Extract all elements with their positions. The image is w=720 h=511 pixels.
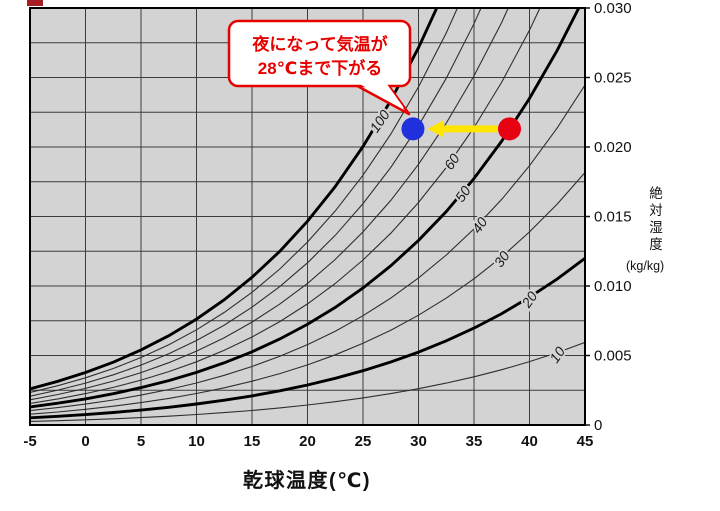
rh-curve-30 [30,172,585,415]
y-axis-title-char: 絶 [649,186,663,201]
x-tick-label: -5 [23,433,36,450]
y-tick-label: 0.030 [594,0,632,17]
day-point [498,117,522,141]
y-tick-label: 0.005 [594,348,632,365]
callout-box [227,19,412,88]
x-axis-title: 乾球温度(℃) [243,468,371,492]
x-tick-label: 35 [466,433,483,450]
y-tick-label: 0.020 [594,139,632,156]
rh-curve-90 [30,8,459,394]
arrow-head [427,120,444,138]
y-axis-title-char: 対 [649,203,663,218]
y-tick-label: 0 [594,417,602,434]
y-tick-label: 0.025 [594,70,632,87]
transition-arrow [427,120,498,138]
callout-tail-cover [352,80,404,108]
y-axis-ticks: 0.030 0.025 0.020 0.015 0.010 0.005 0 [585,0,632,434]
rh-curve-70 [30,8,509,401]
x-axis-ticks: -5 0 5 10 15 20 25 30 35 40 45 [23,433,593,450]
rh-curve-80 [30,8,482,397]
state-points [401,117,522,141]
night-point [401,117,425,141]
x-tick-label: 40 [521,433,538,450]
cropped-marker-fragment [27,0,43,6]
rh-curve-10 [30,341,585,422]
rh-curve-100 [30,8,439,391]
x-tick-label: 10 [188,433,205,450]
rh-curve-50 [30,8,581,409]
y-axis-title-char: 度 [649,237,663,252]
callout-bubble [227,19,412,116]
x-tick-label: 45 [577,433,594,450]
callout-text-line1: 夜になって気温が [251,34,387,54]
relative-humidity-curves [30,8,585,422]
y-tick-label: 0.010 [594,278,632,295]
rh-curve-60 [30,8,541,404]
rh-curve-40 [30,84,585,412]
x-tick-label: 30 [410,433,427,450]
x-tick-label: 20 [299,433,316,450]
callout-text-line2: 28℃まで下がる [258,58,383,78]
gridlines [30,8,585,425]
x-tick-label: 5 [137,433,145,450]
x-tick-label: 15 [244,433,261,450]
x-tick-label: 25 [355,433,372,450]
rh-curve-20 [30,257,585,420]
y-tick-label: 0.015 [594,209,632,226]
y-axis-title-char: 湿 [649,220,663,235]
x-tick-label: 0 [81,433,89,450]
y-axis-unit: (kg/kg) [626,259,664,273]
